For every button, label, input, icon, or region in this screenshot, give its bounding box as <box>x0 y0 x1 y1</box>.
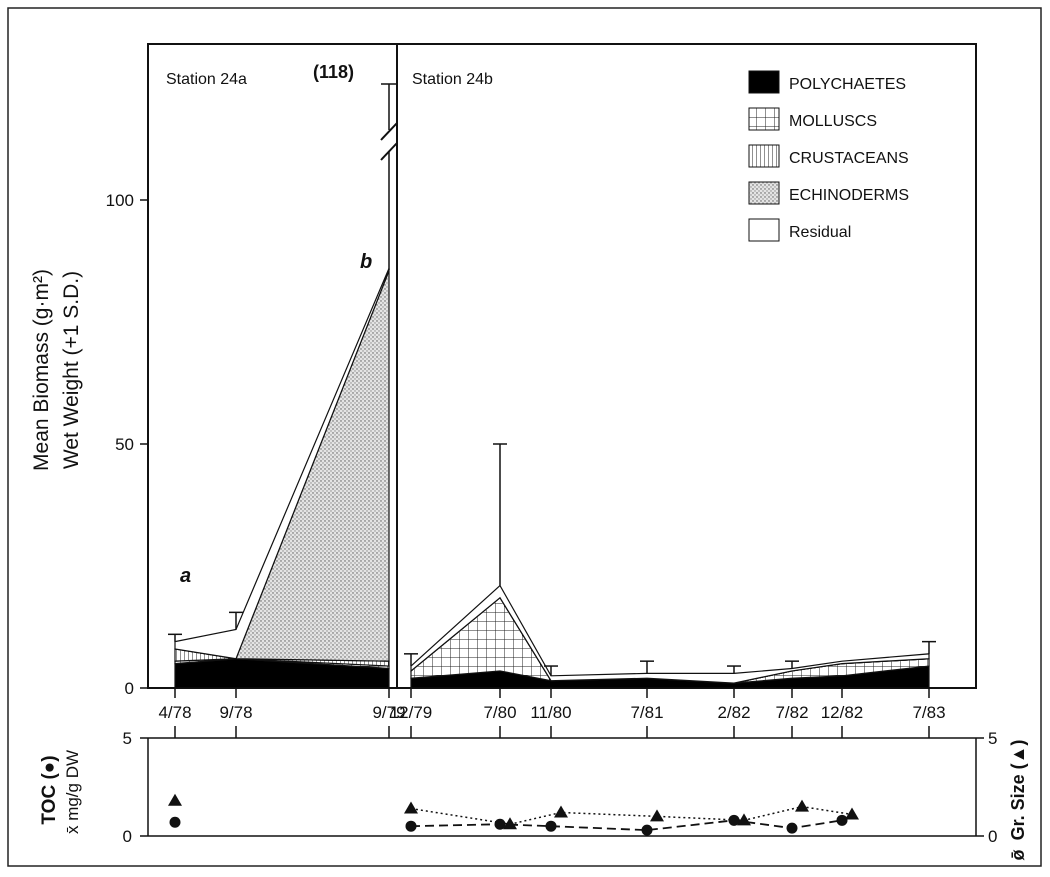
legend-swatch-echinoderms <box>748 181 780 205</box>
legend-swatch-residual <box>748 218 780 242</box>
break-value-label: (118) <box>313 62 354 82</box>
legend-swatch-crustaceans <box>748 144 780 168</box>
annotation-a: a <box>180 565 191 587</box>
toc-point-12-82 <box>836 814 848 826</box>
broken-error-bar <box>380 83 398 270</box>
lower-panel-markers <box>168 793 859 836</box>
lower-right-tick-5: 5 <box>988 729 997 748</box>
lower-right-tick-0: 0 <box>988 827 997 846</box>
legend-label-echinoderms: ECHINODERMS <box>789 187 909 204</box>
grain-size-units-label: ø̄ <box>1008 850 1028 861</box>
legend-label-residual: Residual <box>789 224 851 241</box>
legend-label-crustaceans: CRUSTACEANS <box>789 150 909 167</box>
x-label-7-80: 7/80 <box>483 703 516 722</box>
toc-point-7-81 <box>641 824 653 836</box>
x-label-9-79: 9/79 <box>372 703 405 722</box>
error-bars <box>168 443 936 676</box>
grain-size-point-12-82 <box>845 807 859 820</box>
toc-point-7-80 <box>494 818 506 830</box>
line-gr-size <box>410 805 853 826</box>
panel-label-24a: Station 24a <box>166 71 247 88</box>
toc-point-12-79 <box>405 820 417 832</box>
area-residual-24b <box>410 584 930 684</box>
lower-left-tick-0: 0 <box>123 827 132 846</box>
x-label-11-80: 11/80 <box>530 703 571 722</box>
legend: POLYCHAETES MOLLUSCS CRUSTACEANS ECHINOD… <box>748 70 909 242</box>
grain-size-point-7-82 <box>795 799 809 812</box>
y-axis-label-2: Wet Weight (+1 S.D.) <box>60 271 83 469</box>
legend-label-molluscs: MOLLUSCS <box>789 113 877 130</box>
x-label-4-78: 4/78 <box>158 703 191 722</box>
lower-panel-lines <box>410 805 853 832</box>
annotation-b: b <box>360 251 372 273</box>
panel-label-24b: Station 24b <box>412 71 493 88</box>
legend-swatch-polychaetes <box>748 70 780 94</box>
lower-left-tick-5: 5 <box>123 729 132 748</box>
grain-size-point-7-81 <box>650 809 664 822</box>
y-tick-100: 100 <box>106 191 134 210</box>
legend-swatch-molluscs <box>748 107 780 131</box>
main-y-ticks: 0 50 100 <box>106 191 148 698</box>
x-label-7-83: 7/83 <box>912 703 945 722</box>
toc-label: TOC (●) <box>39 755 60 824</box>
x-label-12-79: 12/79 <box>390 703 433 722</box>
toc-point-4-78 <box>169 816 181 828</box>
x-label-9-78: 9/78 <box>219 703 252 722</box>
x-label-7-82: 7/82 <box>775 703 808 722</box>
x-label-2-82: 2/82 <box>717 703 750 722</box>
toc-point-7-82 <box>786 822 798 834</box>
grain-size-point-12-79 <box>404 801 418 814</box>
grain-size-label: Gr. Size (▲) <box>1008 740 1028 841</box>
x-label-7-81: 7/81 <box>630 703 663 722</box>
line-toc <box>410 819 843 832</box>
grain-size-point-11-80 <box>554 805 568 818</box>
y-tick-0: 0 <box>125 679 134 698</box>
grain-size-point-4-78 <box>168 793 182 806</box>
toc-units-label: x̄ mg/g DW <box>63 750 82 834</box>
x-label-12-82: 12/82 <box>821 703 864 722</box>
figure-border <box>7 7 1042 867</box>
toc-point-11-80 <box>545 820 557 832</box>
legend-label-polychaetes: POLYCHAETES <box>789 76 906 93</box>
y-tick-50: 50 <box>115 435 134 454</box>
toc-point-2-82 <box>728 814 740 826</box>
y-axis-label-1: Mean Biomass (g·m²) <box>30 269 53 471</box>
grain-size-point-7-80 <box>503 817 517 830</box>
stacked-areas <box>174 268 930 689</box>
grain-size-point-2-82 <box>737 813 751 826</box>
